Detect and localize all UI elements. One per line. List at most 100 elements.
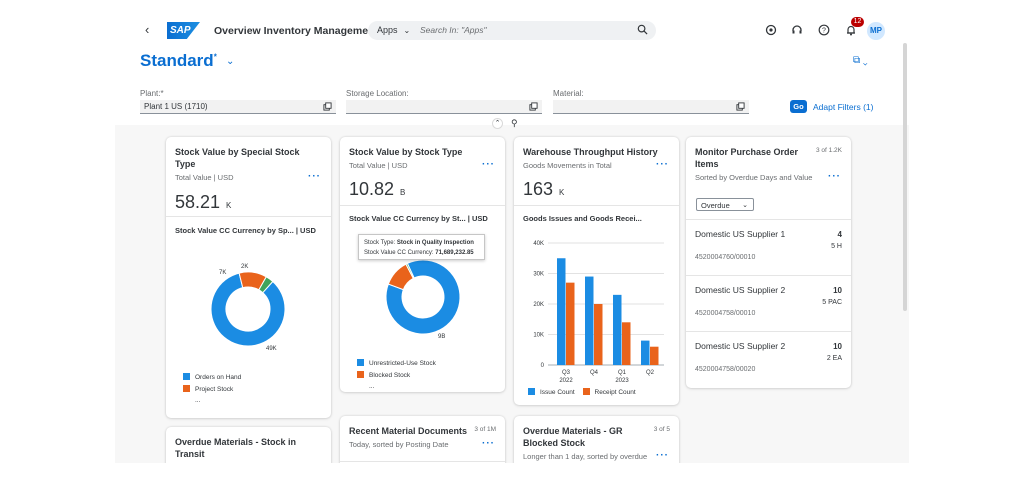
go-button[interactable]: Go bbox=[790, 100, 807, 113]
legend-swatch bbox=[528, 388, 535, 395]
list-item[interactable]: Domestic US Supplier 1 4 5 H 4520004760/… bbox=[686, 219, 851, 275]
legend-item[interactable]: Receipt Count bbox=[582, 388, 636, 396]
donut-slice-stock-in-quality-inspection[interactable] bbox=[405, 262, 415, 280]
help-icon[interactable]: ? bbox=[818, 24, 830, 36]
document-number: 4520004758/00020 bbox=[695, 366, 756, 373]
search-scope-select[interactable]: Apps ⌄ bbox=[377, 25, 410, 35]
chevron-down-icon[interactable]: ⌄ bbox=[226, 56, 235, 67]
share-icon[interactable]: ⧉ ⌄ bbox=[853, 55, 868, 66]
chart-title: Stock Value CC Currency by Sp... | USD bbox=[175, 226, 316, 235]
svg-text:?: ? bbox=[822, 28, 826, 35]
more-icon[interactable]: ··· bbox=[482, 438, 495, 449]
card-overdue-gr-blocked[interactable]: Overdue Materials - GR Blocked Stock 3 of… bbox=[514, 416, 679, 463]
chart-tooltip: Stock Type: Stock in Quality Inspection … bbox=[358, 234, 485, 260]
list-item[interactable]: Domestic US Supplier 2 10 2 EA 452000475… bbox=[686, 331, 851, 387]
tooltip-value: Stock in Quality Inspection bbox=[396, 240, 474, 246]
search-icon[interactable] bbox=[637, 24, 648, 35]
page-scrollbar[interactable] bbox=[903, 43, 907, 311]
chevron-down-icon: ⌄ bbox=[742, 202, 748, 209]
bar-receipt-count-q1[interactable] bbox=[622, 322, 631, 365]
y-tick-label: 0 bbox=[541, 363, 545, 369]
card-overdue-transit[interactable]: Overdue Materials - Stock in Transit bbox=[166, 427, 331, 463]
donut-slice-unrestricted-use-stock[interactable] bbox=[385, 259, 461, 335]
card-title-line2: Type bbox=[175, 159, 196, 169]
legend-item[interactable]: Issue Count bbox=[528, 388, 575, 396]
avatar[interactable]: MP bbox=[867, 22, 885, 40]
sap-logo[interactable]: SAP bbox=[167, 22, 200, 39]
plant-input[interactable]: Plant 1 US (1710) bbox=[140, 100, 336, 114]
card-stock-type[interactable]: Stock Value by Stock Type Total Value | … bbox=[340, 137, 505, 392]
search-input[interactable]: Search In: "Apps" bbox=[420, 25, 487, 35]
plant-label: Plant:* bbox=[140, 89, 164, 98]
data-label: 2K bbox=[241, 264, 249, 270]
back-button[interactable]: ‹ bbox=[145, 22, 150, 37]
donut-slice-other[interactable] bbox=[258, 276, 274, 294]
collapse-header-button[interactable]: ⌃ bbox=[492, 118, 503, 129]
kpi-scale: B bbox=[400, 188, 406, 197]
legend-more[interactable]: ... bbox=[369, 383, 375, 390]
card-warehouse-throughput[interactable]: Warehouse Throughput History Goods Movem… bbox=[514, 137, 679, 405]
search-bar: Apps ⌄ Search In: "Apps" bbox=[368, 21, 656, 40]
supplier-name: Domestic US Supplier 2 bbox=[695, 285, 786, 295]
chart-legend: Issue Count Receipt Count bbox=[528, 388, 636, 396]
more-icon[interactable]: ··· bbox=[656, 450, 669, 461]
chart-legend: Unrestricted-Use Stock Blocked Stock ... bbox=[357, 359, 436, 392]
value-help-icon[interactable] bbox=[736, 102, 745, 111]
value-help-icon[interactable] bbox=[529, 102, 538, 111]
chart-title: Goods Issues and Goods Recei... bbox=[523, 214, 642, 223]
notification-badge: 12 bbox=[851, 17, 864, 27]
storage-location-input[interactable] bbox=[346, 100, 542, 114]
chart-legend: Orders on Hand Project Stock ... bbox=[183, 373, 241, 408]
legend-item[interactable]: Blocked Stock bbox=[357, 371, 436, 379]
legend-swatch bbox=[183, 385, 190, 392]
material-input[interactable] bbox=[553, 100, 749, 114]
quantity: 10 bbox=[833, 286, 842, 295]
kpi-scale: K bbox=[226, 201, 232, 210]
card-title: Stock Value by Stock Type bbox=[349, 147, 463, 157]
card-recent-documents[interactable]: Recent Material Documents 3 of 1M Today,… bbox=[340, 416, 505, 463]
bar-receipt-count-q4[interactable] bbox=[594, 304, 603, 365]
pin-header-icon[interactable]: ⚲ bbox=[511, 118, 518, 128]
donut-slice-orders-on-hand[interactable] bbox=[210, 272, 286, 347]
more-icon[interactable]: ··· bbox=[482, 159, 495, 170]
more-icon[interactable]: ··· bbox=[308, 171, 321, 182]
legend-label: Project Stock bbox=[195, 386, 234, 393]
bar-receipt-count-q3[interactable] bbox=[566, 282, 575, 365]
legend-item[interactable]: Unrestricted-Use Stock bbox=[357, 359, 436, 367]
bar-issue-count-q1[interactable] bbox=[613, 294, 622, 365]
card-title-line1: Monitor Purchase Order bbox=[695, 147, 799, 157]
value-help-icon[interactable] bbox=[323, 102, 332, 111]
kpi-value: 163 K bbox=[523, 179, 564, 200]
card-subtitle: Total Value | USD bbox=[175, 173, 234, 182]
card-subtitle: Longer than 1 day, sorted by overdue bbox=[523, 452, 648, 461]
legend-more[interactable]: ... bbox=[195, 397, 201, 404]
more-icon[interactable]: ··· bbox=[656, 159, 669, 170]
more-icon[interactable]: ··· bbox=[828, 171, 841, 182]
overdue-select[interactable]: Overdue ⌄ bbox=[696, 198, 754, 211]
app-title-menu[interactable]: Overview Inventory Management⌄ bbox=[214, 25, 389, 37]
app-title: Overview Inventory Management bbox=[214, 25, 378, 37]
bar-issue-count-q4[interactable] bbox=[585, 276, 594, 365]
divider bbox=[340, 461, 505, 462]
bell-icon[interactable] bbox=[845, 24, 857, 36]
legend-item[interactable]: Orders on Hand bbox=[183, 373, 241, 381]
adapt-filters-button[interactable]: Adapt Filters (1) bbox=[813, 102, 874, 112]
bar-issue-count-q3[interactable] bbox=[557, 258, 566, 365]
card-purchase-orders[interactable]: Monitor Purchase Order Items 3 of 1.2K So… bbox=[686, 137, 851, 388]
card-special-stock[interactable]: Stock Value by Special Stock Type Total V… bbox=[166, 137, 331, 418]
list-item[interactable]: Domestic US Supplier 2 10 5 PAC 45200047… bbox=[686, 275, 851, 331]
card-title-line1: Stock Value by Special Stock bbox=[175, 147, 300, 157]
kpi-number: 163 bbox=[523, 179, 554, 199]
bar-issue-count-q2[interactable] bbox=[641, 340, 650, 365]
headset-icon[interactable] bbox=[791, 24, 803, 36]
card-title: Stock Value by Special Stock Type bbox=[175, 146, 300, 170]
tooltip-value: 71,689,232.85 bbox=[435, 250, 474, 256]
legend-item[interactable]: Project Stock bbox=[183, 385, 241, 393]
card-title-line1: Overdue Materials - Stock in bbox=[175, 437, 297, 447]
data-label: 49K bbox=[266, 346, 277, 352]
variant-title[interactable]: Standard* bbox=[140, 51, 217, 71]
joule-icon[interactable] bbox=[765, 24, 777, 36]
chevron-down-icon: ⌄ bbox=[403, 26, 411, 35]
document-number: 4520004760/00010 bbox=[695, 254, 756, 261]
bar-receipt-count-q2[interactable] bbox=[650, 346, 659, 365]
